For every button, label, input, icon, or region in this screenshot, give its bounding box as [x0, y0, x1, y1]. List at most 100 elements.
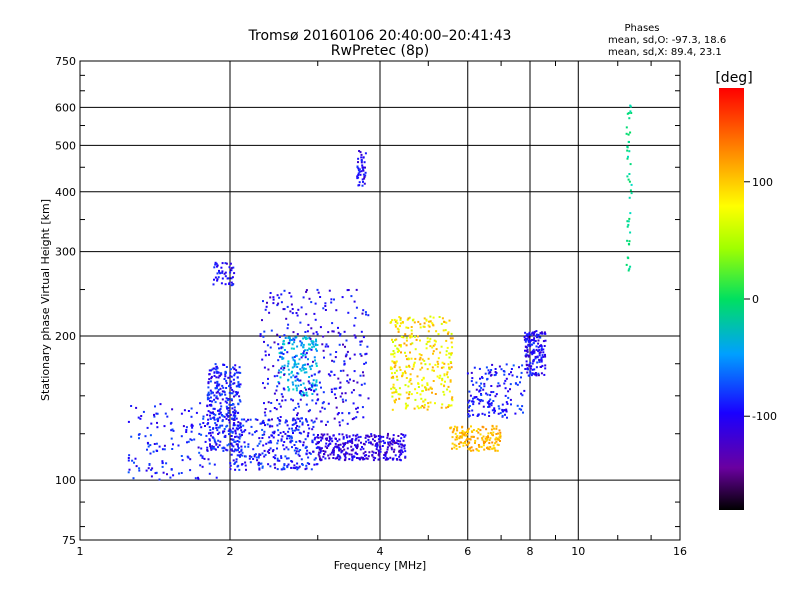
echo-point: [543, 345, 546, 347]
echo-point: [308, 376, 311, 378]
echo-point: [292, 417, 295, 420]
echo-point: [208, 426, 211, 429]
echo-point: [388, 437, 391, 440]
echo-point: [421, 366, 424, 369]
echo-point: [146, 448, 148, 451]
echo-point: [249, 461, 252, 464]
echo-point: [230, 399, 233, 402]
echo-point: [311, 399, 314, 402]
echo-point: [269, 440, 272, 442]
echo-point: [216, 367, 219, 370]
echo-point: [334, 356, 337, 359]
echo-point: [442, 329, 445, 332]
echo-point: [625, 132, 628, 135]
echo-point: [427, 388, 430, 391]
echo-point: [293, 341, 296, 344]
echo-point: [215, 396, 218, 399]
echo-point: [307, 410, 310, 413]
echo-point: [252, 448, 255, 451]
echo-point: [322, 391, 325, 394]
echo-point: [509, 398, 512, 401]
echo-point: [378, 450, 381, 453]
echo-point: [238, 440, 241, 443]
echo-point: [296, 447, 299, 450]
echo-point: [207, 410, 210, 413]
echo-point: [486, 437, 489, 440]
echo-point: [301, 364, 304, 367]
echo-point: [202, 417, 205, 420]
echo-point: [498, 429, 501, 432]
echo-point: [161, 465, 164, 468]
echo-point: [363, 458, 366, 461]
echo-point: [212, 411, 214, 414]
echo-point: [528, 339, 531, 342]
echo-point: [399, 322, 402, 325]
echo-point: [238, 437, 241, 440]
echo-point: [287, 448, 290, 451]
echo-point: [432, 380, 435, 382]
echo-point: [406, 358, 409, 361]
echo-point: [538, 349, 541, 351]
echo-point: [305, 445, 308, 448]
echo-point: [432, 352, 434, 355]
echo-point: [324, 309, 327, 311]
echo-point: [253, 455, 256, 458]
echo-point: [358, 394, 361, 397]
echo-point: [264, 350, 267, 353]
echo-point: [200, 426, 203, 429]
echo-point: [235, 449, 238, 452]
echo-point: [399, 451, 402, 454]
echo-point: [377, 435, 380, 437]
echo-point: [432, 350, 435, 353]
echo-point: [336, 455, 339, 458]
echo-point: [346, 436, 348, 439]
echo-point: [217, 439, 220, 442]
echo-point: [378, 454, 381, 457]
echo-point: [312, 450, 315, 453]
echo-point: [233, 423, 235, 426]
echo-point: [270, 434, 273, 437]
echo-point: [346, 452, 349, 455]
echo-point: [334, 445, 337, 448]
echo-point: [398, 455, 401, 458]
echo-point: [273, 341, 276, 344]
echo-point: [344, 392, 347, 395]
echo-point: [628, 196, 631, 199]
echo-point: [241, 463, 244, 465]
echo-point: [218, 416, 221, 419]
echo-point: [355, 288, 358, 291]
echo-point: [479, 377, 481, 380]
echo-point: [229, 430, 232, 433]
echo-point: [367, 397, 370, 400]
echo-point: [155, 442, 158, 445]
echo-point: [465, 439, 468, 442]
echo-point: [261, 465, 264, 468]
echo-point: [366, 457, 369, 460]
echo-point: [218, 426, 221, 429]
echo-point: [423, 403, 426, 406]
echo-point: [206, 413, 209, 416]
echo-point: [449, 361, 452, 363]
echo-point: [249, 418, 252, 421]
echo-point: [343, 362, 346, 365]
echo-point: [262, 419, 265, 422]
echo-point: [402, 372, 404, 375]
echo-point: [209, 414, 211, 417]
echo-point: [542, 351, 545, 354]
echo-point: [496, 437, 499, 440]
echo-point: [405, 355, 408, 358]
echo-point: [393, 371, 396, 374]
echo-point: [524, 339, 527, 342]
echo-point: [370, 433, 373, 436]
echo-point: [630, 112, 633, 114]
echo-point: [627, 223, 630, 226]
echo-point: [501, 403, 504, 406]
echo-point: [212, 283, 215, 286]
echo-point: [393, 355, 396, 358]
echo-point: [229, 374, 232, 377]
echo-point: [317, 434, 319, 436]
echo-point: [499, 440, 501, 442]
echo-point: [420, 397, 423, 400]
echo-point: [495, 433, 498, 435]
